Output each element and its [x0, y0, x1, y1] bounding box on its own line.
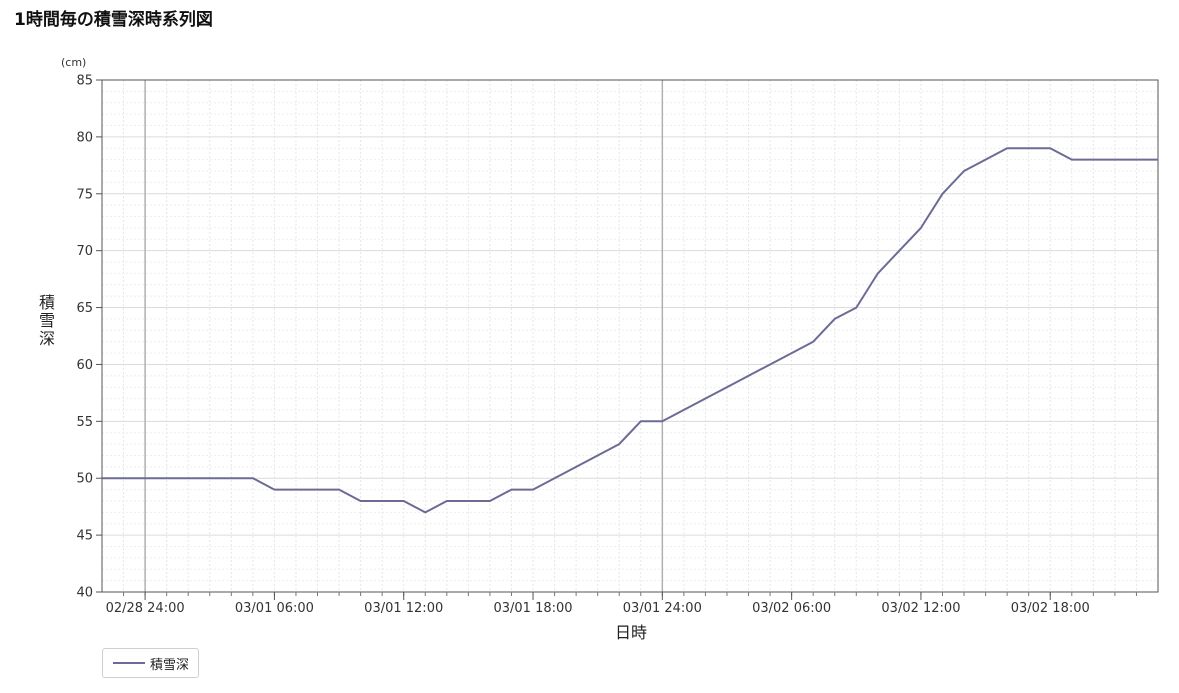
y-tick-label: 80	[76, 130, 93, 145]
x-tick-label: 03/02 06:00	[752, 601, 831, 616]
y-tick-label: 40	[76, 586, 93, 601]
y-tick-label: 50	[76, 472, 93, 487]
series-layer	[102, 147, 1158, 514]
y-tick-label: 55	[76, 415, 93, 430]
x-tick-label: 03/01 24:00	[623, 601, 702, 616]
y-tick-label: 60	[76, 358, 93, 373]
y-tick-label: 85	[76, 74, 93, 89]
x-tick-label: 03/02 12:00	[881, 601, 960, 616]
y-tick-label: 45	[76, 529, 93, 544]
x-axis-title: 日時	[615, 623, 647, 642]
x-tick-label: 03/01 18:00	[493, 601, 572, 616]
legend-swatch	[113, 662, 145, 664]
major-gridlines	[144, 80, 664, 592]
x-axis-ticks: 02/28 24:00 03/01 06:00 03/01 12:00 03/01 1…	[106, 592, 1137, 616]
y-tick-label: 65	[76, 301, 93, 316]
chart-title: 1時間毎の積雪深時系列図	[14, 10, 213, 30]
legend[interactable]: 積雪深	[102, 648, 199, 678]
y-tick-label: 70	[76, 244, 93, 259]
x-tick-label: 02/28 24:00	[106, 601, 185, 616]
minor-gridlines	[102, 80, 1158, 592]
x-tick-label: 03/01 06:00	[235, 601, 314, 616]
x-tick-label: 03/02 18:00	[1011, 601, 1090, 616]
plot-frame	[101, 79, 1159, 593]
series-line-snow-depth	[102, 147, 1158, 514]
y-axis-title: 積雪深	[39, 293, 55, 348]
y-axis-unit: (cm)	[61, 56, 86, 69]
x-tick-label: 03/01 12:00	[364, 601, 443, 616]
y-axis-ticks: 40 45 50 55 60 65 70 75 80 85	[76, 74, 102, 601]
legend-label: 積雪深	[150, 657, 190, 673]
y-tick-label: 75	[76, 187, 93, 202]
